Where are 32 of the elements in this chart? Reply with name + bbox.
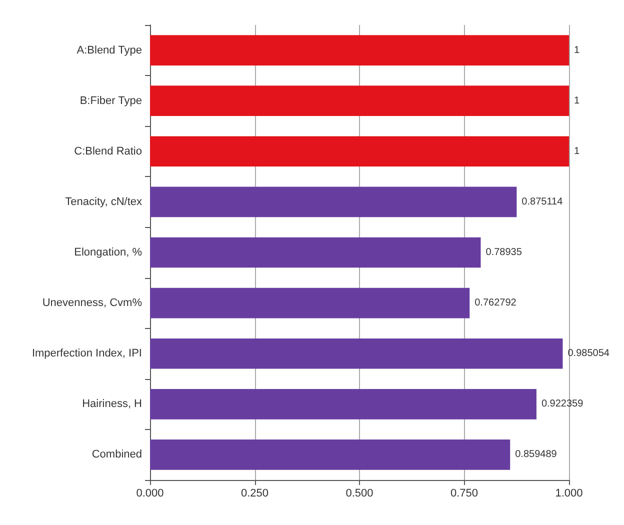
data-label: 0.875114 bbox=[522, 196, 564, 208]
bar bbox=[150, 288, 470, 318]
y-tick-label: Elongation, % bbox=[74, 246, 142, 258]
y-tick-label: Tenacity, cN/tex bbox=[65, 196, 142, 208]
y-tick-label: C:Blend Ratio bbox=[74, 145, 142, 158]
data-label: 0.859489 bbox=[515, 449, 558, 460]
x-tick-label: 0.750 bbox=[450, 488, 478, 500]
y-tick-label: Combined bbox=[92, 448, 142, 461]
y-tick-label: Imperfection Index, IPI bbox=[32, 348, 142, 360]
bar bbox=[150, 35, 569, 66]
y-tick-label: B:Fiber Type bbox=[80, 94, 142, 107]
x-tick-label: 0.250 bbox=[240, 488, 269, 500]
x-tick-label: 0.000 bbox=[136, 488, 164, 500]
bar bbox=[150, 186, 517, 218]
x-tick-label: 0.500 bbox=[346, 488, 374, 500]
data-label: 1 bbox=[574, 95, 580, 106]
y-tick-label: Hairiness, H bbox=[82, 398, 142, 410]
data-label: 0.922359 bbox=[541, 398, 584, 410]
bar bbox=[150, 237, 481, 268]
data-label: 1 bbox=[574, 44, 580, 56]
bar bbox=[150, 136, 569, 167]
bar bbox=[150, 440, 510, 470]
x-tick-label: 1.000 bbox=[555, 488, 583, 500]
y-tick-label: A:Blend Type bbox=[76, 44, 142, 56]
bar bbox=[150, 338, 563, 369]
data-label: 0.985054 bbox=[568, 348, 610, 360]
y-tick-label: Unevenness, Cvm% bbox=[42, 297, 142, 310]
data-label: 1 bbox=[574, 146, 580, 157]
data-label: 0.762792 bbox=[474, 298, 517, 309]
bar bbox=[150, 389, 536, 420]
data-label: 0.78935 bbox=[486, 247, 522, 258]
bar bbox=[150, 86, 569, 116]
